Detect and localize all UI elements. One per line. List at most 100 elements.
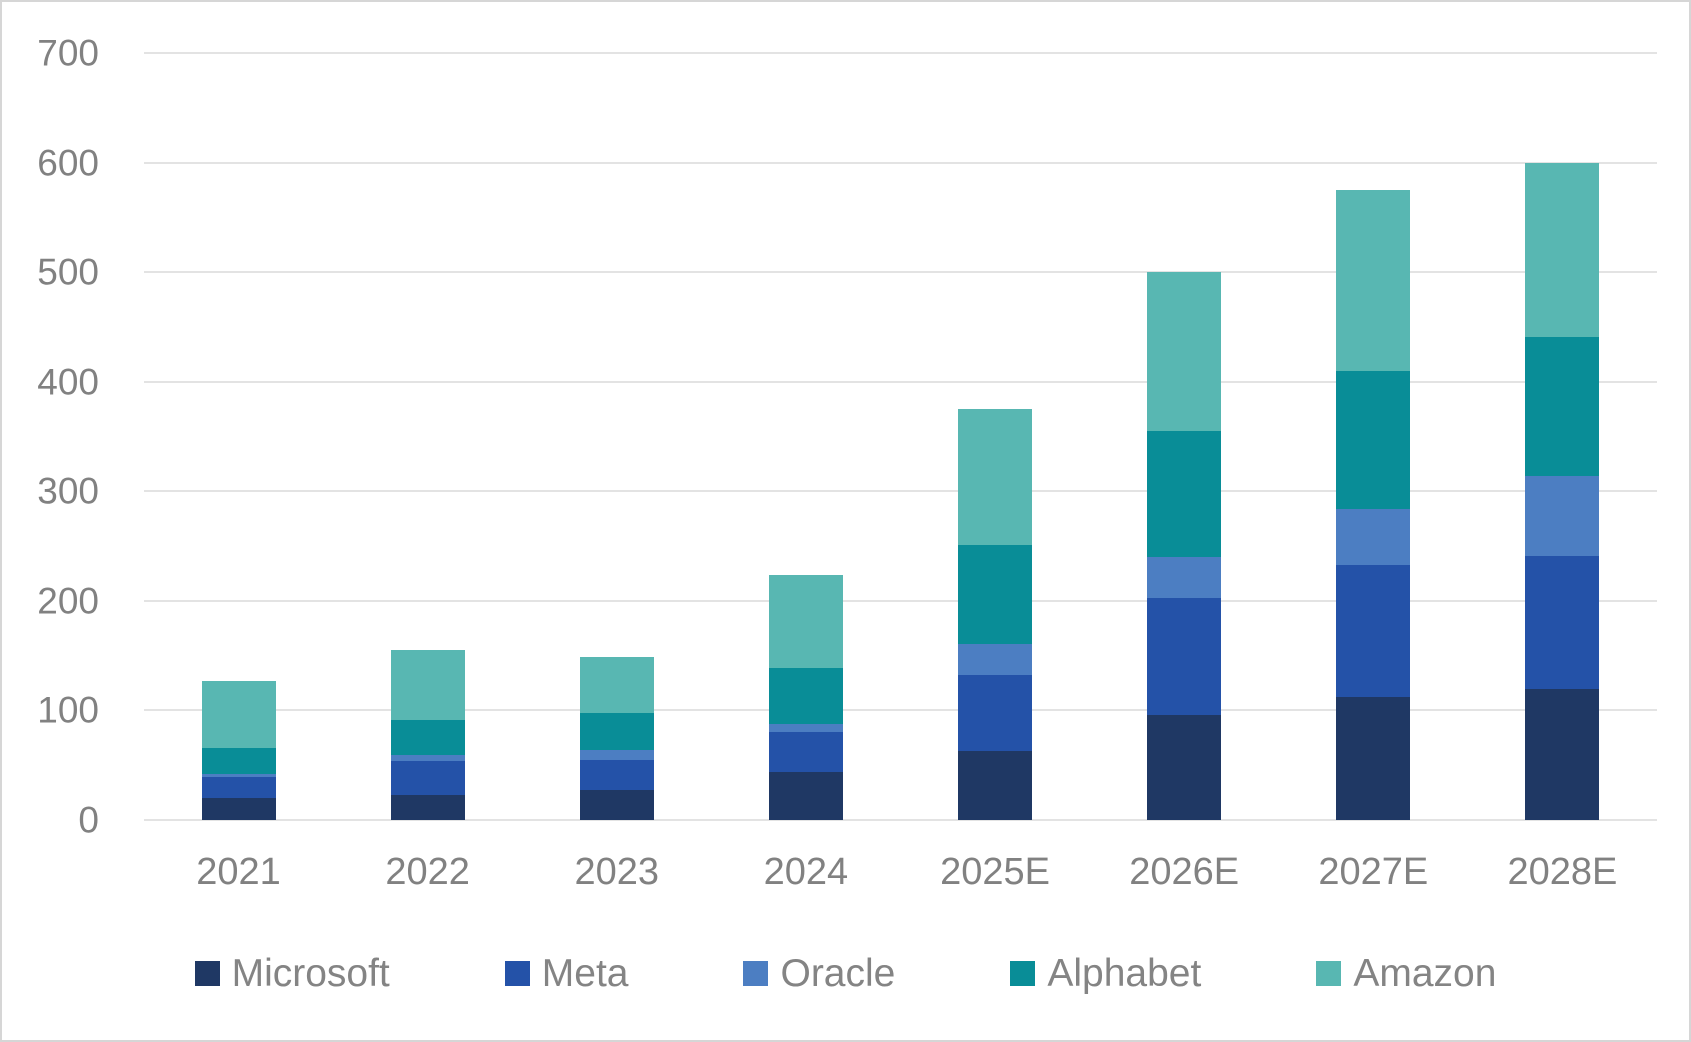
y-axis-tick-label: 0 bbox=[78, 799, 99, 841]
bar-slot-2025E bbox=[901, 53, 1090, 820]
legend-label: Amazon bbox=[1353, 952, 1497, 995]
bar-segment-microsoft-2022 bbox=[390, 794, 465, 820]
legend-item-amazon: Amazon bbox=[1316, 954, 1496, 993]
legend-swatch-meta bbox=[504, 961, 530, 986]
x-axis-label-slot: 2028E bbox=[1468, 850, 1657, 896]
x-axis-label-slot: 2027E bbox=[1279, 850, 1468, 896]
bar-segment-meta-2021 bbox=[201, 777, 276, 799]
bar-segment-oracle-2024 bbox=[768, 723, 843, 733]
bar-2021 bbox=[201, 680, 276, 820]
bar-segment-microsoft-2025E bbox=[958, 751, 1033, 820]
bar-segment-meta-2024 bbox=[768, 732, 843, 772]
y-axis-tick-label: 700 bbox=[37, 32, 99, 74]
x-axis-label-slot: 2024 bbox=[711, 850, 900, 896]
bar-2023 bbox=[579, 656, 654, 820]
bar-segment-oracle-2023 bbox=[579, 749, 654, 760]
y-axis-tick-label: 200 bbox=[37, 580, 99, 622]
y-axis-tick-label: 600 bbox=[37, 142, 99, 184]
bar-segment-amazon-2027E bbox=[1336, 189, 1411, 371]
bar-segment-amazon-2022 bbox=[390, 650, 465, 721]
x-axis-label: 2025E bbox=[940, 851, 1050, 893]
bar-segment-amazon-2025E bbox=[958, 409, 1033, 546]
bar-segment-microsoft-2021 bbox=[201, 798, 276, 820]
legend: Microsoft Meta Oracle Alphabet Amazon bbox=[2, 954, 1689, 993]
bar-segment-alphabet-2027E bbox=[1336, 370, 1411, 509]
bar-segment-amazon-2024 bbox=[768, 574, 843, 668]
bar-segment-meta-2022 bbox=[390, 760, 465, 795]
x-axis-label: 2026E bbox=[1129, 851, 1240, 893]
x-axis-label: 2028E bbox=[1507, 851, 1618, 893]
legend-label: Alphabet bbox=[1047, 952, 1202, 995]
gridline-300 bbox=[144, 490, 1657, 493]
bar-segment-alphabet-2024 bbox=[768, 667, 843, 724]
gridline-0 bbox=[144, 819, 1657, 821]
bar-segment-microsoft-2028E bbox=[1525, 688, 1600, 820]
x-axis-label-slot: 2026E bbox=[1090, 850, 1279, 896]
bar-segment-alphabet-2025E bbox=[958, 545, 1033, 644]
bar-segment-meta-2023 bbox=[579, 759, 654, 791]
bar-2022 bbox=[390, 650, 465, 820]
bar-segment-alphabet-2026E bbox=[1147, 431, 1222, 558]
bar-segment-alphabet-2022 bbox=[390, 720, 465, 756]
legend-item-microsoft: Microsoft bbox=[194, 952, 390, 995]
legend-swatch-oracle bbox=[743, 961, 769, 986]
legend-item-meta: Meta bbox=[504, 954, 628, 993]
bar-segment-microsoft-2027E bbox=[1336, 697, 1411, 820]
bar-slot-2022 bbox=[333, 53, 522, 820]
bar-segment-meta-2028E bbox=[1525, 555, 1600, 689]
legend-item-oracle: Oracle bbox=[743, 954, 895, 993]
bar-2028E bbox=[1525, 162, 1600, 820]
bar-segment-meta-2025E bbox=[958, 675, 1033, 751]
x-axis-label: 2023 bbox=[574, 851, 660, 893]
x-axis-label-slot: 2021 bbox=[144, 850, 333, 896]
legend-label: Microsoft bbox=[231, 952, 390, 995]
bar-segment-oracle-2028E bbox=[1525, 475, 1600, 556]
bar-segment-oracle-2022 bbox=[390, 755, 465, 761]
plot-area bbox=[144, 53, 1657, 820]
x-axis-label-slot: 2022 bbox=[333, 850, 522, 896]
bar-segment-oracle-2026E bbox=[1147, 557, 1222, 598]
gridline-500 bbox=[144, 271, 1657, 274]
bar-segment-oracle-2027E bbox=[1336, 508, 1411, 565]
legend-label: Oracle bbox=[780, 952, 896, 995]
gridline-200 bbox=[144, 599, 1657, 602]
x-axis-label-slot: 2023 bbox=[522, 850, 711, 896]
bar-slot-2021 bbox=[144, 53, 333, 820]
bar-segment-microsoft-2024 bbox=[768, 771, 843, 820]
legend-swatch-alphabet bbox=[1010, 961, 1036, 986]
gridline-100 bbox=[144, 709, 1657, 712]
bar-2025E bbox=[958, 409, 1033, 820]
bar-segment-amazon-2026E bbox=[1147, 272, 1222, 432]
bar-segment-oracle-2025E bbox=[958, 643, 1033, 676]
bar-slot-2028E bbox=[1468, 53, 1657, 820]
bar-2024 bbox=[768, 574, 843, 820]
bar-segment-amazon-2021 bbox=[201, 680, 276, 748]
bar-segment-microsoft-2026E bbox=[1147, 714, 1222, 820]
x-axis: 2021 2022 2023 2024 2025E 2026E 2027E 2028E bbox=[144, 850, 1657, 896]
bar-slot-2024 bbox=[711, 53, 900, 820]
bar-slot-2027E bbox=[1279, 53, 1468, 820]
bar-segment-amazon-2028E bbox=[1525, 162, 1600, 337]
bar-segment-amazon-2023 bbox=[579, 656, 654, 713]
bar-slot-2026E bbox=[1090, 53, 1279, 820]
y-axis-tick-label: 300 bbox=[37, 470, 99, 512]
x-axis-label: 2022 bbox=[385, 851, 470, 893]
x-axis-label-slot: 2025E bbox=[901, 850, 1090, 896]
y-axis-tick-label: 100 bbox=[37, 689, 99, 731]
bar-slot-2023 bbox=[522, 53, 711, 820]
bar-2026E bbox=[1147, 272, 1222, 820]
bar-segment-alphabet-2023 bbox=[579, 712, 654, 750]
y-axis-tick-label: 400 bbox=[37, 361, 99, 403]
legend-swatch-microsoft bbox=[194, 961, 220, 986]
legend-swatch-amazon bbox=[1316, 961, 1342, 986]
gridline-700 bbox=[144, 52, 1657, 54]
gridline-600 bbox=[144, 161, 1657, 164]
x-axis-label: 2027E bbox=[1318, 851, 1429, 893]
gridline-400 bbox=[144, 380, 1657, 383]
bar-segment-meta-2027E bbox=[1336, 564, 1411, 698]
legend-item-alphabet: Alphabet bbox=[1010, 954, 1201, 993]
bar-segment-alphabet-2021 bbox=[201, 747, 276, 775]
y-axis-tick-label: 500 bbox=[37, 251, 99, 293]
bar-segment-meta-2026E bbox=[1147, 597, 1222, 715]
